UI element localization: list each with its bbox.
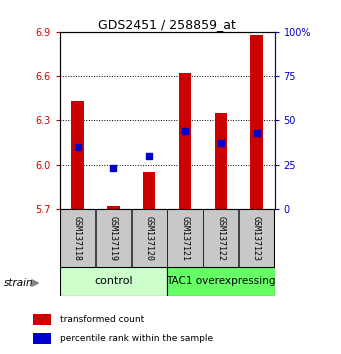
Bar xyxy=(96,209,131,267)
Bar xyxy=(132,209,167,267)
Title: GDS2451 / 258859_at: GDS2451 / 258859_at xyxy=(98,18,236,31)
Bar xyxy=(71,101,84,209)
Bar xyxy=(167,209,203,267)
Text: GSM137119: GSM137119 xyxy=(109,216,118,261)
Bar xyxy=(167,267,275,296)
Text: GSM137122: GSM137122 xyxy=(216,216,225,261)
Bar xyxy=(60,267,167,296)
Text: GSM137120: GSM137120 xyxy=(145,216,154,261)
Bar xyxy=(33,314,51,325)
Text: control: control xyxy=(94,276,133,286)
Bar xyxy=(214,113,227,209)
Text: strain: strain xyxy=(3,278,33,288)
Bar xyxy=(239,209,274,267)
Bar xyxy=(60,209,95,267)
Bar xyxy=(143,172,155,209)
Text: GSM137121: GSM137121 xyxy=(180,216,190,261)
Text: GSM137123: GSM137123 xyxy=(252,216,261,261)
Bar xyxy=(33,333,51,344)
Bar xyxy=(107,206,120,209)
Text: TAC1 overexpressing: TAC1 overexpressing xyxy=(166,276,276,286)
Bar xyxy=(250,35,263,209)
Bar xyxy=(179,73,191,209)
Text: transformed count: transformed count xyxy=(60,315,145,324)
Text: GSM137118: GSM137118 xyxy=(73,216,82,261)
Bar xyxy=(203,209,238,267)
Text: percentile rank within the sample: percentile rank within the sample xyxy=(60,335,213,343)
